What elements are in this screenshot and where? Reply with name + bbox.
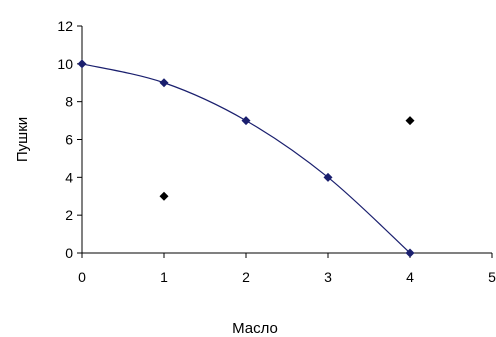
curve-point-marker [77,59,87,69]
curve-point-marker [159,78,169,88]
y-tick-label: 4 [65,169,73,185]
y-tick-label: 8 [65,94,73,110]
y-tick-label: 6 [65,132,73,148]
curve-point-marker [241,116,251,126]
y-tick-label: 10 [57,56,73,72]
frontier-curve [81,63,411,254]
y-axis-title: Пушки [14,117,31,162]
curve-point-marker [323,172,333,182]
x-tick-label: 1 [160,269,168,285]
x-tick-label: 0 [78,269,86,285]
x-axis-title: Масло [232,320,278,337]
x-tick-label: 4 [406,269,414,285]
standalone-point-marker [405,116,415,126]
y-tick-label: 0 [65,245,73,261]
x-tick-label: 5 [488,269,496,285]
data-points [77,59,415,258]
standalone-point-marker [159,191,169,201]
x-tick-label: 2 [242,269,250,285]
y-tick-label: 2 [65,207,73,223]
y-tick-label: 12 [57,18,73,34]
curve-layer [81,63,411,254]
x-tick-label: 3 [324,269,332,285]
chart-axes [77,25,493,258]
curve-point-marker [405,248,415,258]
